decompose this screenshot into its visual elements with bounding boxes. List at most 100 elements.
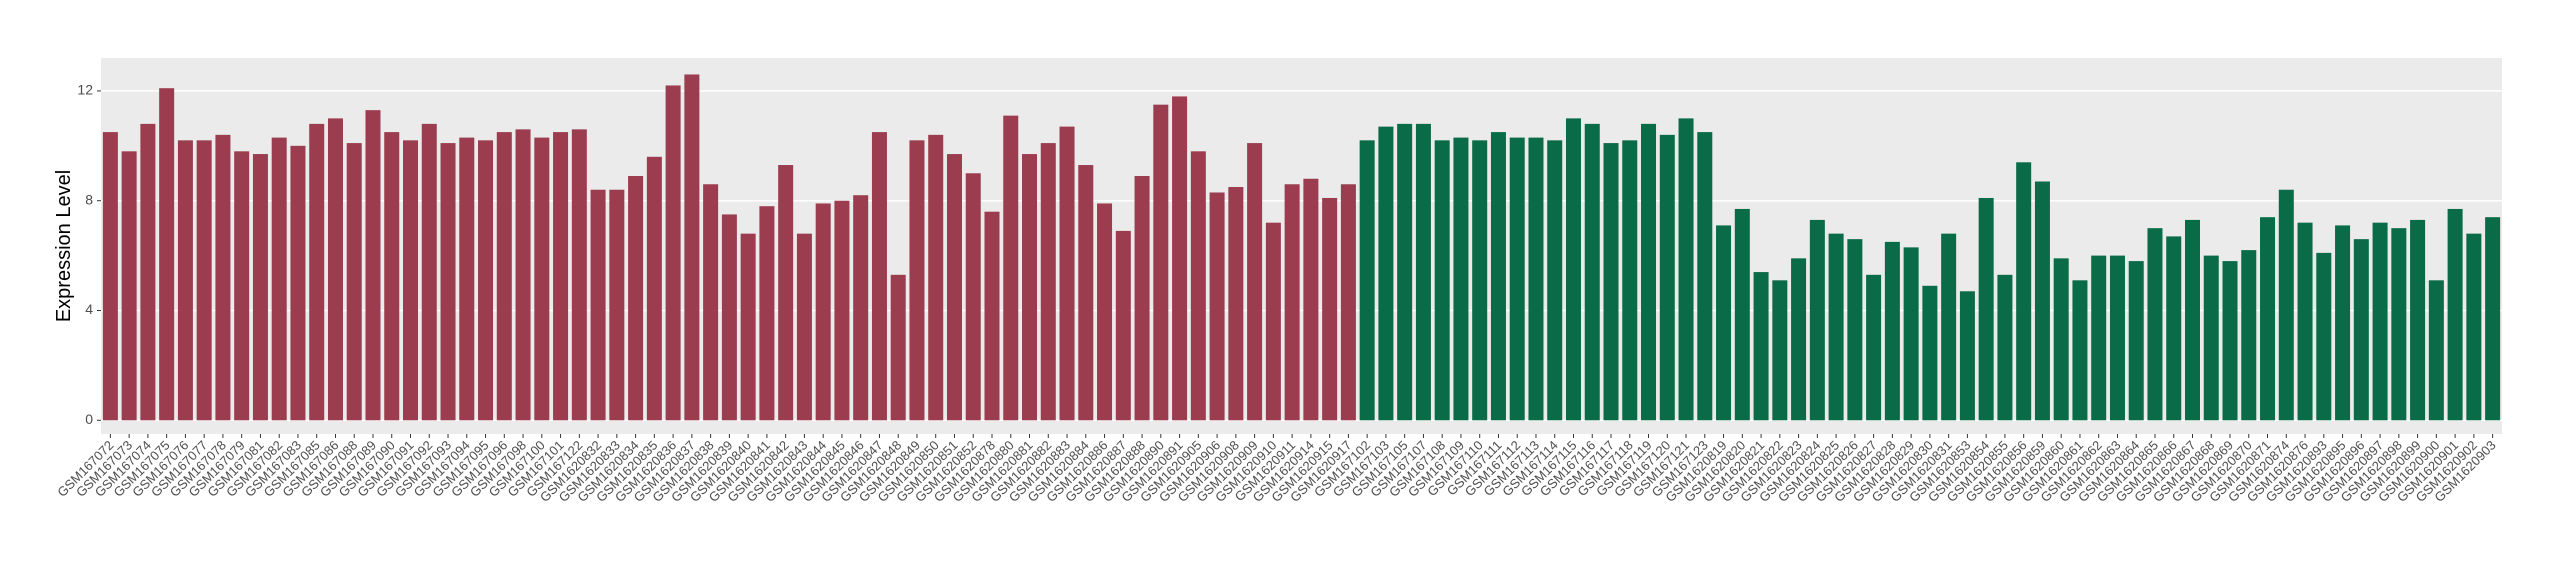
bar xyxy=(609,189,625,421)
bar xyxy=(1303,178,1319,421)
bar xyxy=(2184,219,2200,421)
bar xyxy=(2072,280,2088,421)
bar xyxy=(2353,239,2369,421)
bar xyxy=(1978,197,1994,421)
bar xyxy=(234,151,250,421)
bar xyxy=(327,118,343,421)
bar xyxy=(928,134,944,421)
bar xyxy=(2016,162,2032,421)
bar xyxy=(1059,126,1075,421)
bar xyxy=(1209,192,1225,421)
bar xyxy=(1003,115,1019,421)
bar xyxy=(1547,140,1563,421)
bar xyxy=(1528,137,1544,421)
bar xyxy=(759,206,775,421)
bar xyxy=(515,129,531,421)
bar xyxy=(177,140,193,421)
bar xyxy=(1678,118,1694,421)
y-axis-label: Expression Level xyxy=(53,170,75,322)
bar xyxy=(703,184,719,421)
bar xyxy=(1172,96,1188,421)
bar xyxy=(346,143,362,421)
bar xyxy=(1472,140,1488,421)
bar xyxy=(1247,143,1263,421)
bar xyxy=(1828,233,1844,421)
bar xyxy=(159,88,175,421)
bar xyxy=(1659,134,1675,421)
bar xyxy=(1791,258,1807,421)
bar xyxy=(1134,176,1150,421)
bar xyxy=(2372,222,2388,421)
bar xyxy=(1584,123,1600,421)
bar xyxy=(2053,258,2069,421)
bar xyxy=(1153,104,1169,421)
bar xyxy=(1022,154,1038,421)
y-tick-label: 12 xyxy=(77,82,93,98)
bar xyxy=(1753,272,1769,421)
bar xyxy=(1397,123,1413,421)
bar xyxy=(553,132,569,421)
bar xyxy=(2034,181,2050,421)
bar xyxy=(890,274,906,421)
bar xyxy=(1697,132,1713,421)
bar xyxy=(1847,239,1863,421)
bar xyxy=(909,140,925,421)
bar xyxy=(290,145,306,421)
y-tick-label: 4 xyxy=(85,301,93,317)
bar xyxy=(2428,280,2444,421)
bar xyxy=(421,123,437,421)
bar xyxy=(1509,137,1525,421)
bar xyxy=(815,203,831,421)
bar xyxy=(1040,143,1056,421)
bar xyxy=(2410,219,2426,421)
bar xyxy=(478,140,494,421)
bar xyxy=(1997,274,2013,421)
bar xyxy=(102,132,118,421)
bar xyxy=(965,173,981,421)
bar xyxy=(1078,165,1094,421)
bar xyxy=(1415,123,1431,421)
bar xyxy=(2241,250,2257,421)
bar xyxy=(2166,236,2182,421)
bar xyxy=(1622,140,1638,421)
bar xyxy=(665,85,681,421)
bar xyxy=(1884,241,1900,421)
y-tick-label: 0 xyxy=(85,411,93,427)
bar xyxy=(215,134,231,421)
bar xyxy=(1922,285,1938,421)
bar xyxy=(853,195,869,421)
bar xyxy=(2485,217,2501,421)
bar xyxy=(1809,219,1825,421)
bar xyxy=(946,154,962,421)
bar xyxy=(271,137,287,421)
bar xyxy=(646,156,662,421)
bar xyxy=(984,211,1000,421)
bar xyxy=(1434,140,1450,421)
bar xyxy=(1603,143,1619,421)
bar xyxy=(1228,186,1244,421)
bar xyxy=(2203,255,2219,421)
bar xyxy=(1772,280,1788,421)
bar xyxy=(871,132,887,421)
bar xyxy=(684,74,700,421)
bar xyxy=(2297,222,2313,421)
bar xyxy=(778,165,794,421)
bar xyxy=(1903,247,1919,421)
bar xyxy=(196,140,212,421)
bar xyxy=(2147,228,2163,421)
bar xyxy=(1115,230,1131,421)
bar xyxy=(571,129,587,421)
bar xyxy=(252,154,268,421)
bar xyxy=(1866,274,1882,421)
bar xyxy=(2447,208,2463,421)
bar xyxy=(1490,132,1506,421)
bar xyxy=(834,200,850,421)
bar xyxy=(628,176,644,421)
bar xyxy=(1322,197,1338,421)
bar xyxy=(2316,252,2332,421)
bar xyxy=(2091,255,2107,421)
bar xyxy=(1734,208,1750,421)
bar xyxy=(459,137,475,421)
bar xyxy=(2466,233,2482,421)
